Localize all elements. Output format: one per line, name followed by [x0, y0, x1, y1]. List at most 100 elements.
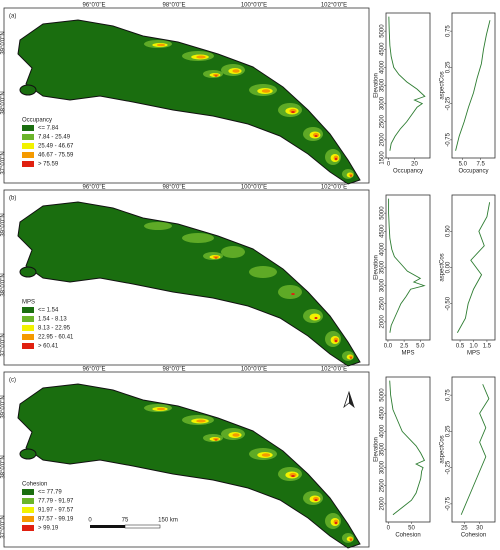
longitude-label: 102°0'0"E — [321, 185, 347, 191]
patch — [182, 233, 214, 243]
x-tick-label: 5.0 — [416, 344, 425, 350]
legend-label: 97.57 - 99.19 — [38, 517, 74, 523]
longitude-label: 100°0'0"E — [241, 3, 267, 9]
latitude-label: 39°0'0"N — [1, 213, 7, 236]
y-tick-label: 0.75 — [446, 389, 452, 401]
patch — [314, 134, 318, 138]
scalebar-label: 75 — [122, 518, 129, 524]
y-tick-label: 5000 — [380, 24, 386, 38]
legend-swatch — [22, 489, 34, 495]
legend-label: 25.49 - 46.67 — [38, 144, 74, 150]
legend-swatch — [22, 134, 34, 140]
scalebar-white — [124, 524, 161, 529]
y-axis-label: aspectCos — [440, 435, 446, 463]
y-tick-label: 3000 — [380, 96, 386, 110]
y-tick-label: 0.25 — [446, 425, 452, 437]
profile-line — [456, 202, 491, 333]
legend-swatch — [22, 516, 34, 522]
panel-label: (a) — [9, 14, 16, 20]
profile-line — [388, 198, 426, 333]
legend-swatch — [22, 307, 34, 313]
x-axis-label: Cohesion — [395, 533, 420, 539]
y-tick-label: 3000 — [380, 460, 386, 474]
y-tick-label: 0.75 — [446, 25, 452, 37]
legend-label: 8.13 - 22.95 — [38, 326, 71, 332]
region — [17, 201, 361, 367]
legend-title: MPS — [22, 300, 35, 306]
patch — [314, 316, 318, 320]
x-tick-label: 0 — [387, 162, 391, 168]
legend-label: <= 7.84 — [38, 126, 59, 132]
longitude-label: 102°0'0"E — [321, 3, 347, 9]
y-tick-label: 2500 — [380, 478, 386, 492]
x-tick-label: 7.5 — [476, 162, 485, 168]
latitude-label: 37°0'0"N — [1, 151, 7, 174]
patch — [196, 419, 206, 423]
latitude-label: 39°0'0"N — [1, 395, 7, 418]
patch — [261, 89, 271, 93]
legend-label: 46.67 - 75.59 — [38, 153, 74, 159]
longitude-label: 100°0'0"E — [241, 185, 267, 191]
map-frame — [3, 189, 370, 366]
region-shape — [17, 383, 361, 549]
patch — [232, 69, 240, 73]
latitude-label: 37°0'0"N — [1, 515, 7, 538]
y-tick-label: 2000 — [380, 315, 386, 329]
y-tick-label: 1500 — [380, 151, 386, 165]
patch — [214, 257, 218, 259]
patch — [291, 110, 295, 114]
map-frame — [3, 371, 370, 548]
map-panel: 96°0'0"E 98°0'0"E 100°0'0"E 102°0'0"E 39°0'0… — [1, 3, 370, 185]
latitude-label: 39°0'0"N — [1, 31, 7, 54]
panel-label: (b) — [9, 196, 16, 202]
longitude-label: 96°0'0"E — [82, 367, 105, 373]
patch — [349, 537, 353, 541]
patch — [249, 266, 277, 278]
region — [17, 383, 361, 549]
y-axis-label: Elevation — [374, 437, 380, 462]
y-tick-label: 3000 — [380, 278, 386, 292]
y-tick-label: 3500 — [380, 442, 386, 456]
x-axis-label: MPS — [467, 351, 480, 357]
y-tick-label: 4000 — [380, 424, 386, 438]
x-tick-label: 0.0 — [384, 344, 393, 350]
legend-label: 77.79 - 91.97 — [38, 499, 74, 505]
legend-label: > 60.41 — [38, 344, 59, 350]
patch — [349, 173, 353, 177]
legend-swatch — [22, 161, 34, 167]
y-tick-label: 4000 — [380, 60, 386, 74]
longitude-label: 100°0'0"E — [241, 367, 267, 373]
y-tick-label: -0.75 — [446, 132, 452, 146]
patch — [350, 539, 352, 541]
y-axis-label: aspectCos — [440, 71, 446, 99]
y-tick-label: 3500 — [380, 260, 386, 274]
chart-frame — [451, 376, 496, 523]
y-tick-label: -0.50 — [446, 296, 452, 310]
longitude-label: 96°0'0"E — [82, 185, 105, 191]
profile-line — [460, 384, 490, 515]
x-tick-label: 1.0 — [469, 344, 478, 350]
patch — [221, 246, 245, 258]
chart-frame — [451, 12, 496, 159]
region-island — [19, 84, 37, 96]
longitude-label: 98°0'0"E — [162, 3, 185, 9]
x-tick-label: 50 — [408, 526, 415, 532]
legend-label: 91.97 - 97.57 — [38, 508, 74, 514]
legend-swatch — [22, 143, 34, 149]
y-tick-label: 4500 — [380, 224, 386, 238]
latitude-label: 38°0'0"N — [1, 455, 7, 478]
patch — [144, 222, 172, 230]
y-tick-label: 0.00 — [446, 261, 452, 273]
x-tick-label: 30 — [476, 526, 483, 532]
map-panel: 96°0'0"E 98°0'0"E 100°0'0"E 102°0'0"E 39°0'0… — [1, 367, 370, 549]
patch — [213, 437, 219, 441]
legend-swatch — [22, 316, 34, 322]
y-tick-label: 4500 — [380, 406, 386, 420]
patch — [156, 407, 166, 411]
legend-swatch — [22, 343, 34, 349]
latitude-label: 38°0'0"N — [1, 91, 7, 114]
y-tick-label: 3500 — [380, 78, 386, 92]
legend-label: <= 1.54 — [38, 308, 59, 314]
longitude-label: 98°0'0"E — [162, 185, 185, 191]
legend-swatch — [22, 325, 34, 331]
